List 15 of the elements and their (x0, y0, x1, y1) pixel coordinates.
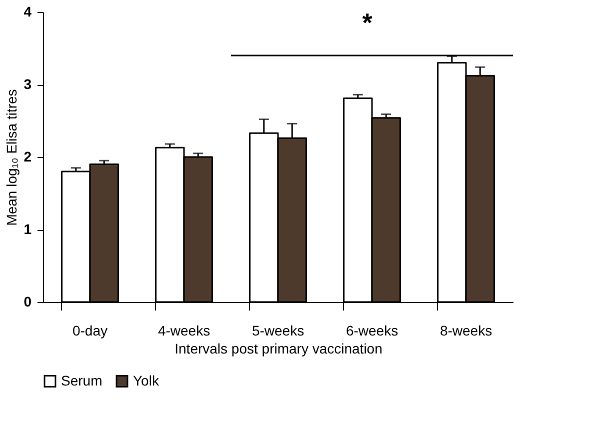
x-axis-title: Intervals post primary vaccination (174, 340, 382, 356)
y-tick-label: 4 (24, 4, 32, 20)
y-tick-label: 2 (24, 148, 32, 164)
y-tick-label: 1 (24, 221, 32, 237)
x-tick-label: 4-weeks (158, 322, 210, 338)
x-tick-label: 8-weeks (440, 322, 492, 338)
y-axis-title: Mean log₁₀ Elisa titres (4, 89, 20, 226)
annotation: * (362, 8, 374, 38)
x-tick-label: 5-weeks (252, 322, 304, 338)
x-tick-label: 6-weeks (346, 322, 398, 338)
y-tick-label: 3 (24, 76, 32, 92)
legend-label: Serum (61, 372, 102, 388)
y-tick-label: 0 (24, 294, 32, 310)
legend-label: Yolk (133, 372, 160, 388)
x-tick-label: 0-day (72, 322, 108, 338)
